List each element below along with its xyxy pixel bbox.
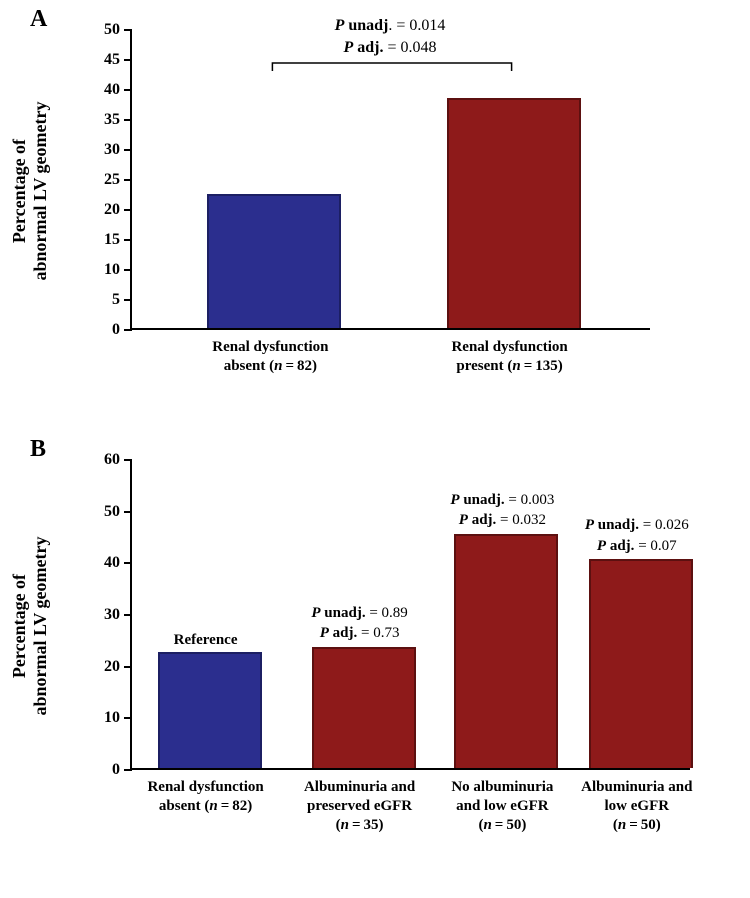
y-tick (124, 29, 132, 31)
y-tick-label: 0 (112, 321, 120, 339)
chart-a-ylabel-line1: Percentage of (9, 139, 29, 243)
y-tick (124, 769, 132, 771)
p-adj-line: P adj. = 0.07 (547, 536, 727, 556)
p-value-annotation: P unadj. = 0.014P adj. = 0.048 (270, 15, 510, 58)
x-label-line2: low eGFR (547, 797, 727, 816)
x-axis-category: Renal dysfunctionabsent (n = 82) (180, 338, 360, 376)
p-value-annotation: P unadj. = 0.026P adj. = 0.07 (547, 515, 727, 556)
x-label-line2: absent (n = 82) (116, 797, 296, 816)
y-tick-label: 40 (104, 554, 120, 572)
reference-annotation: Reference (116, 630, 296, 650)
y-tick (124, 511, 132, 513)
y-tick (124, 562, 132, 564)
x-axis-category: Renal dysfunctionpresent (n = 135) (420, 338, 600, 376)
figure: A 05101520253035404550 Percentage of abn… (0, 0, 750, 898)
y-tick-label: 10 (104, 261, 120, 279)
y-tick (124, 329, 132, 331)
y-tick (124, 119, 132, 121)
chart-a-ylabel-line2: abnormal LV geometry (30, 102, 50, 281)
p-value-annotation: P unadj. = 0.89P adj. = 0.73 (270, 603, 450, 644)
panel-a-label: A (30, 6, 47, 33)
y-tick-label: 50 (104, 503, 120, 521)
x-label-line2: absent (n = 82) (180, 357, 360, 376)
x-label-line1: Renal dysfunction (420, 338, 600, 357)
y-tick-label: 60 (104, 451, 120, 469)
x-axis-category: Albuminuria andlow eGFR(n = 50) (547, 778, 727, 834)
chart-b-ylabel-line1: Percentage of (9, 574, 29, 678)
y-tick-label: 10 (104, 709, 120, 727)
panel-b: B 0 10 20 30 40 50 60 Percentage of abnormal L… (0, 430, 750, 898)
reference-label: Reference (116, 630, 296, 650)
y-tick (124, 666, 132, 668)
y-tick (124, 614, 132, 616)
y-tick (124, 89, 132, 91)
bar (589, 559, 693, 768)
y-tick (124, 269, 132, 271)
chart-a-ylabel: Percentage of abnormal LV geometry (9, 61, 51, 321)
y-tick-label: 25 (104, 171, 120, 189)
y-tick (124, 459, 132, 461)
y-tick-label: 40 (104, 81, 120, 99)
x-label-n: (n = 50) (547, 816, 727, 835)
y-tick (124, 239, 132, 241)
y-tick (124, 717, 132, 719)
chart-b-ylabel: Percentage of abnormal LV geometry (9, 496, 51, 756)
p-unadj-line: P unadj. = 0.003 (412, 490, 592, 510)
y-tick-label: 5 (112, 291, 120, 309)
x-label-line1: Renal dysfunction (116, 778, 296, 797)
x-label-line2: present (n = 135) (420, 357, 600, 376)
y-tick (124, 299, 132, 301)
bar (158, 652, 262, 768)
y-tick-label: 0 (112, 761, 120, 779)
bar (454, 534, 558, 769)
panel-a: A 05101520253035404550 Percentage of abn… (0, 0, 750, 430)
y-tick (124, 179, 132, 181)
p-unadj-line: P unadj. = 0.026 (547, 515, 727, 535)
bar (447, 98, 581, 328)
y-tick-label: 30 (104, 141, 120, 159)
p-adj-line: P adj. = 0.048 (270, 37, 510, 59)
y-tick (124, 209, 132, 211)
chart-a: 05101520253035404550 (130, 30, 650, 330)
y-tick-label: 20 (104, 201, 120, 219)
x-label-line1: Albuminuria and (547, 778, 727, 797)
panel-b-label: B (30, 436, 46, 463)
y-tick-label: 20 (104, 658, 120, 676)
y-tick (124, 59, 132, 61)
p-unadj-line: P unadj. = 0.014 (270, 15, 510, 37)
y-tick-label: 35 (104, 111, 120, 129)
p-adj-line: P adj. = 0.73 (270, 623, 450, 643)
y-tick-label: 30 (104, 606, 120, 624)
x-label-line1: Renal dysfunction (180, 338, 360, 357)
x-axis-category: Renal dysfunctionabsent (n = 82) (116, 778, 296, 816)
y-tick (124, 149, 132, 151)
chart-b-ylabel-line2: abnormal LV geometry (30, 537, 50, 716)
y-tick-label: 50 (104, 21, 120, 39)
y-tick-label: 45 (104, 51, 120, 69)
y-tick-label: 15 (104, 231, 120, 249)
p-unadj-line: P unadj. = 0.89 (270, 603, 450, 623)
bar (312, 647, 416, 768)
bar (207, 194, 341, 328)
